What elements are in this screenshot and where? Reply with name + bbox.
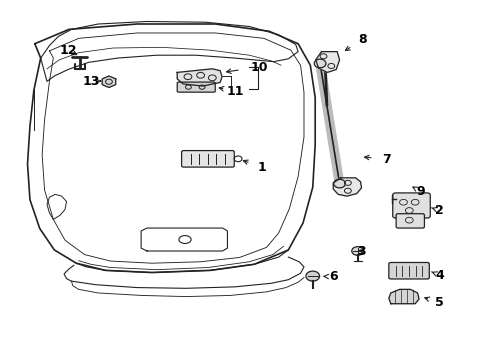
Polygon shape — [388, 289, 418, 304]
Text: 9: 9 — [416, 185, 425, 198]
FancyBboxPatch shape — [392, 193, 429, 218]
Text: 3: 3 — [356, 245, 365, 258]
Text: 6: 6 — [329, 270, 337, 283]
Text: 8: 8 — [357, 33, 366, 46]
Polygon shape — [177, 69, 222, 86]
Polygon shape — [41, 22, 298, 81]
FancyBboxPatch shape — [177, 82, 215, 92]
Text: 13: 13 — [82, 75, 100, 87]
Circle shape — [351, 247, 363, 255]
FancyBboxPatch shape — [395, 214, 424, 228]
Text: 12: 12 — [59, 44, 77, 57]
Polygon shape — [332, 178, 361, 196]
Text: 4: 4 — [434, 269, 443, 282]
Text: 10: 10 — [250, 60, 267, 73]
Circle shape — [333, 179, 345, 188]
Circle shape — [305, 271, 319, 281]
Polygon shape — [102, 76, 116, 87]
Text: 2: 2 — [434, 204, 443, 217]
Text: 11: 11 — [226, 85, 244, 98]
FancyBboxPatch shape — [388, 262, 428, 279]
Text: 7: 7 — [382, 153, 390, 166]
Circle shape — [314, 59, 325, 68]
FancyBboxPatch shape — [181, 150, 234, 167]
Text: 1: 1 — [257, 161, 265, 174]
Text: 5: 5 — [434, 296, 443, 309]
Polygon shape — [315, 51, 339, 72]
